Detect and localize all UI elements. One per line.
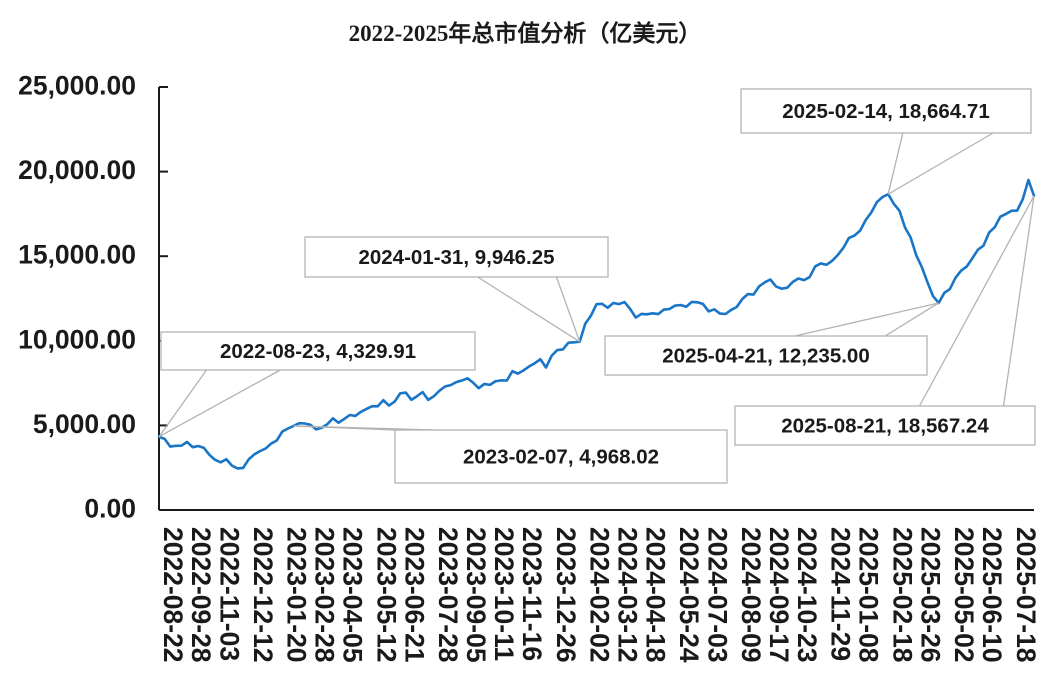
svg-text:2023-12-26: 2023-12-26	[551, 527, 581, 663]
svg-text:2022-08-23, 4,329.91: 2022-08-23, 4,329.91	[220, 340, 416, 363]
svg-text:2025-03-26: 2025-03-26	[915, 527, 945, 663]
svg-text:20,000.00: 20,000.00	[18, 155, 136, 185]
svg-text:15,000.00: 15,000.00	[18, 240, 136, 270]
svg-text:0.00: 0.00	[84, 494, 136, 524]
svg-text:2022-12-12: 2022-12-12	[248, 527, 278, 663]
svg-text:2022-08-22: 2022-08-22	[158, 527, 188, 663]
svg-text:2024-04-18: 2024-04-18	[641, 527, 671, 663]
svg-text:2024-11-29: 2024-11-29	[826, 527, 856, 661]
svg-text:2023-04-05: 2023-04-05	[338, 527, 368, 663]
svg-text:2023-11-16: 2023-11-16	[517, 527, 547, 661]
svg-text:5,000.00: 5,000.00	[33, 409, 136, 439]
svg-text:2023-05-12: 2023-05-12	[371, 527, 401, 663]
svg-text:2025-02-14, 18,664.71: 2025-02-14, 18,664.71	[782, 100, 989, 123]
svg-text:2023-01-20: 2023-01-20	[282, 527, 312, 663]
svg-text:2025-05-02: 2025-05-02	[949, 527, 979, 663]
svg-text:2022-11-03: 2022-11-03	[214, 527, 244, 661]
svg-text:2024-03-12: 2024-03-12	[613, 527, 643, 663]
svg-text:2025-04-21, 12,235.00: 2025-04-21, 12,235.00	[662, 345, 869, 368]
svg-text:2023-07-28: 2023-07-28	[433, 527, 463, 663]
svg-text:2024-05-24: 2024-05-24	[674, 527, 704, 663]
svg-text:2025-07-18: 2025-07-18	[1011, 527, 1041, 663]
svg-text:10,000.00: 10,000.00	[18, 324, 136, 354]
svg-text:2024-08-09: 2024-08-09	[736, 527, 766, 663]
svg-text:2022-09-28: 2022-09-28	[186, 527, 216, 663]
svg-text:25,000.00: 25,000.00	[18, 71, 136, 101]
svg-text:2024-01-31, 9,946.25: 2024-01-31, 9,946.25	[358, 246, 554, 269]
svg-text:2025-02-18: 2025-02-18	[887, 527, 917, 663]
svg-text:2025-08-21, 18,567.24: 2025-08-21, 18,567.24	[781, 415, 989, 438]
svg-text:2023-09-05: 2023-09-05	[461, 527, 491, 663]
svg-text:2023-06-21: 2023-06-21	[399, 527, 429, 663]
svg-text:2024-02-02: 2024-02-02	[584, 527, 614, 663]
svg-text:2025-01-08: 2025-01-08	[854, 527, 884, 663]
svg-text:2023-02-28: 2023-02-28	[310, 527, 340, 663]
svg-text:2023-10-11: 2023-10-11	[489, 527, 519, 661]
svg-text:2023-02-07, 4,968.02: 2023-02-07, 4,968.02	[463, 446, 659, 469]
svg-text:2024-10-23: 2024-10-23	[792, 527, 822, 663]
svg-text:2024-09-17: 2024-09-17	[764, 527, 794, 663]
svg-text:2025-06-10: 2025-06-10	[977, 527, 1007, 663]
svg-text:2024-07-03: 2024-07-03	[702, 527, 732, 663]
